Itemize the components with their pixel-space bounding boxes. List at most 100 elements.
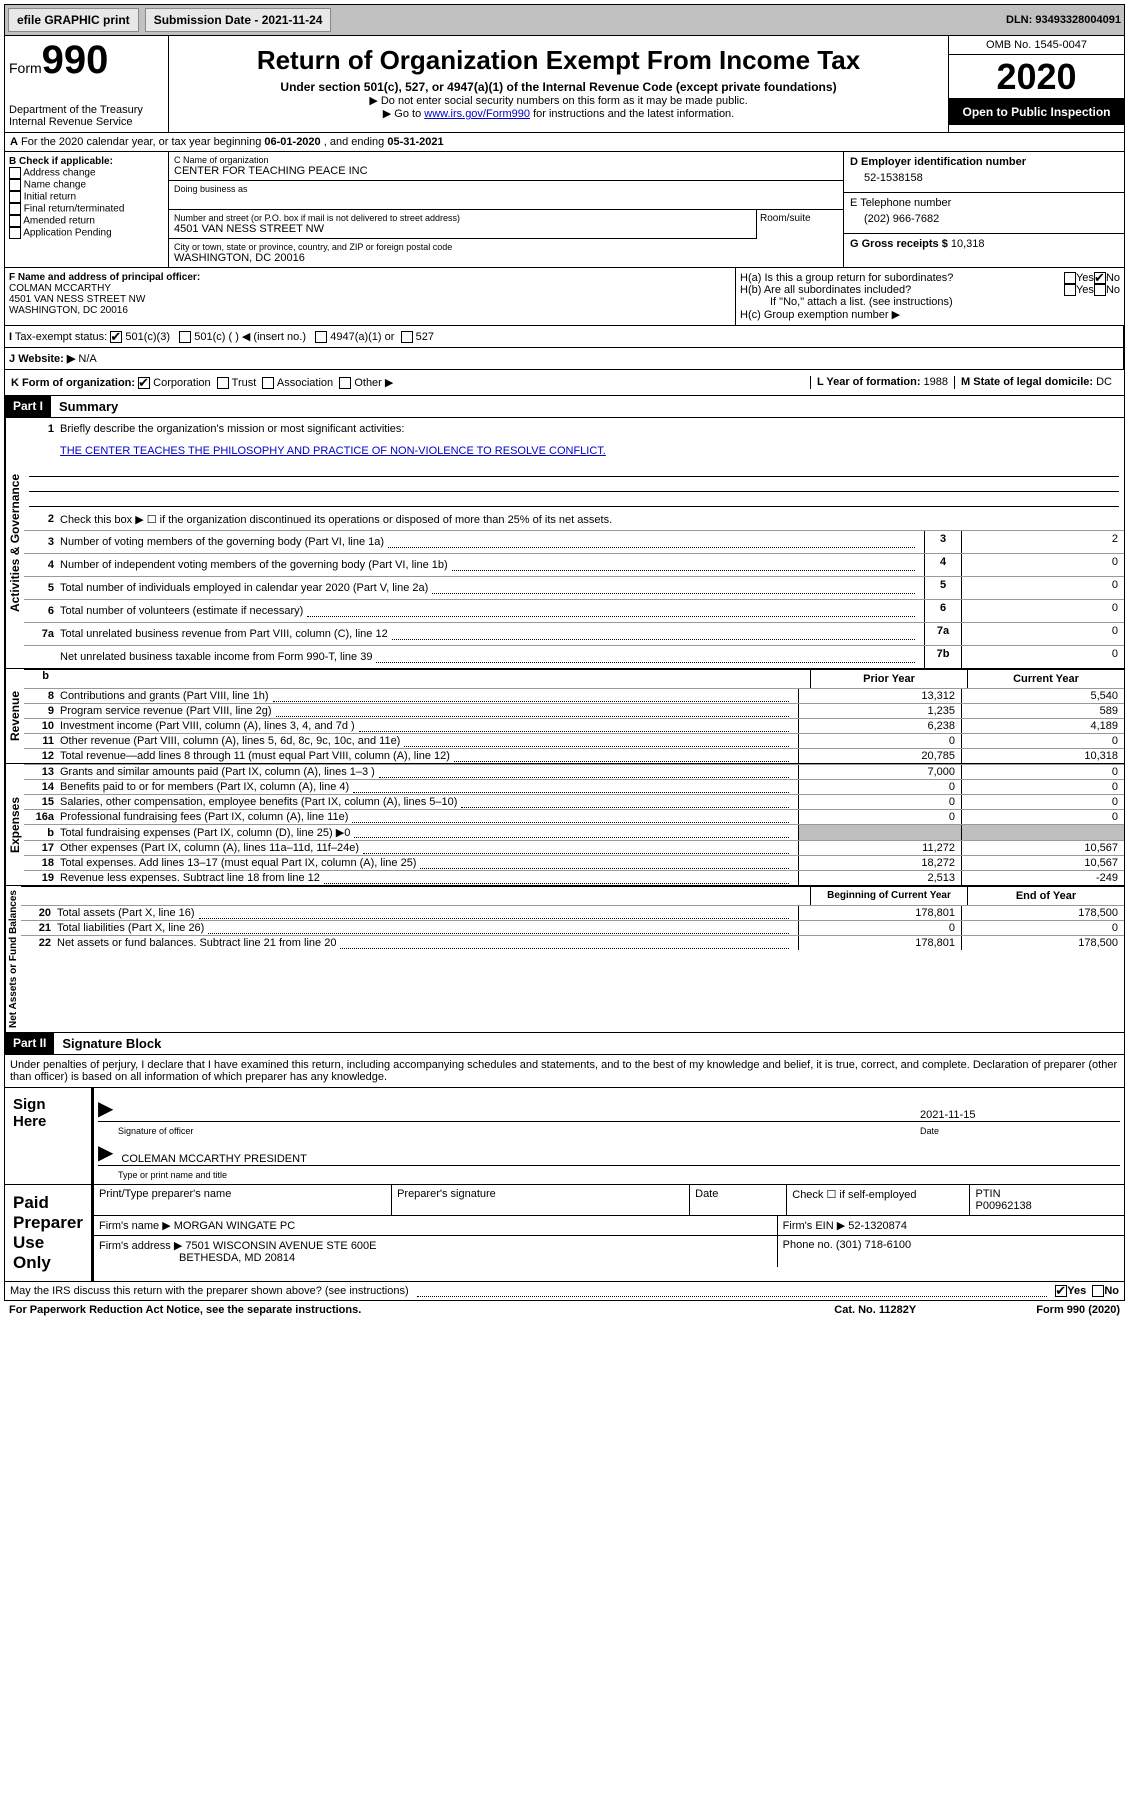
form-label: Form <box>9 60 42 76</box>
chk-corp[interactable] <box>138 377 150 389</box>
footer-row: For Paperwork Reduction Act Notice, see … <box>4 1301 1125 1319</box>
part-i-title: Summary <box>51 396 1124 417</box>
h-note: If "No," attach a list. (see instruction… <box>740 296 1120 308</box>
chk-assoc[interactable] <box>262 377 274 389</box>
city-label: City or town, state or province, country… <box>174 242 838 252</box>
f-label: F Name and address of principal officer: <box>9 272 200 283</box>
form-footer: Form 990 (2020) <box>1036 1304 1120 1316</box>
public-inspection: Open to Public Inspection <box>949 99 1124 125</box>
ha-label: H(a) Is this a group return for subordin… <box>740 272 1064 284</box>
name-title-label: Type or print name and title <box>98 1170 1120 1180</box>
side-label-gov: Activities & Governance <box>5 418 24 668</box>
side-label-exp: Expenses <box>5 764 24 885</box>
firm-addr2: BETHESDA, MD 20814 <box>99 1252 295 1264</box>
room-suite-label: Room/suite <box>757 210 843 239</box>
cat-no: Cat. No. 11282Y <box>834 1304 916 1316</box>
dba-label: Doing business as <box>174 184 838 194</box>
section-i-j: I Tax-exempt status: 501(c)(3) 501(c) ( … <box>4 326 1125 348</box>
hb-no[interactable] <box>1094 284 1106 296</box>
prior-year-hdr: Prior Year <box>810 670 967 688</box>
form-number: 990 <box>42 38 109 82</box>
ha-yes[interactable] <box>1064 272 1076 284</box>
ein-value: 52-1538158 <box>850 168 1118 188</box>
part-i-label: Part I <box>5 396 51 417</box>
prep-sig-label: Preparer's signature <box>392 1185 690 1215</box>
ptin-label: PTIN <box>975 1188 1000 1200</box>
tax-year: 2020 <box>949 55 1124 99</box>
firm-name: MORGAN WINGATE PC <box>174 1220 295 1232</box>
gross-label: G Gross receipts $ <box>850 238 951 250</box>
hc-label: H(c) Group exemption number ▶ <box>740 308 1120 321</box>
m-value: DC <box>1096 376 1112 388</box>
m-label: M State of legal domicile: <box>961 376 1096 388</box>
declaration-text: Under penalties of perjury, I declare th… <box>4 1055 1125 1088</box>
officer-addr1: 4501 VAN NESS STREET NW <box>9 294 145 305</box>
l-value: 1988 <box>924 376 948 388</box>
checkbox-final[interactable] <box>9 203 21 215</box>
checkbox-pending[interactable] <box>9 227 21 239</box>
gross-value: 10,318 <box>951 238 985 250</box>
sign-date: 2021-11-15 <box>920 1109 1120 1121</box>
form-subtitle: Under section 501(c), 527, or 4947(a)(1)… <box>174 80 943 94</box>
firm-name-label: Firm's name ▶ <box>99 1220 171 1232</box>
pra-notice: For Paperwork Reduction Act Notice, see … <box>9 1304 361 1316</box>
current-year-hdr: Current Year <box>967 670 1124 688</box>
org-name-label: C Name of organization <box>174 155 838 165</box>
form-title: Return of Organization Exempt From Incom… <box>174 45 943 76</box>
topbar: efile GRAPHIC print Submission Date - 20… <box>4 4 1125 36</box>
net-assets-block: Net Assets or Fund Balances Beginning of… <box>4 886 1125 1033</box>
chk-501c3[interactable] <box>110 331 122 343</box>
discuss-yes[interactable] <box>1055 1285 1067 1297</box>
i-label: Tax-exempt status: <box>15 331 107 343</box>
chk-4947[interactable] <box>315 331 327 343</box>
chk-527[interactable] <box>401 331 413 343</box>
irs-link[interactable]: www.irs.gov/Form990 <box>424 108 530 120</box>
paid-preparer-label: Paid Preparer Use Only <box>5 1185 94 1281</box>
revenue-block: Revenue bPrior YearCurrent Year 8Contrib… <box>4 669 1125 764</box>
ha-no[interactable] <box>1094 272 1106 284</box>
chk-trust[interactable] <box>217 377 229 389</box>
q1-text: Briefly describe the organization's miss… <box>60 423 1119 435</box>
activities-governance-block: Activities & Governance 1Briefly describ… <box>4 418 1125 669</box>
firm-ein-label: Firm's EIN ▶ <box>783 1220 846 1232</box>
submission-date: Submission Date - 2021-11-24 <box>145 8 332 32</box>
omb-number: OMB No. 1545-0047 <box>949 36 1124 55</box>
firm-addr1: 7501 WISCONSIN AVENUE STE 600E <box>185 1240 376 1252</box>
part-ii-header: Part II Signature Block <box>4 1033 1125 1055</box>
officer-addr2: WASHINGTON, DC 20016 <box>9 305 128 316</box>
l-label: L Year of formation: <box>817 376 924 388</box>
tel-label: E Telephone number <box>850 197 951 209</box>
checkbox-amended[interactable] <box>9 215 21 227</box>
org-name: CENTER FOR TEACHING PEACE INC <box>174 165 838 177</box>
j-label: Website: ▶ <box>18 353 75 365</box>
instruction-2: ▶ Go to www.irs.gov/Form990 for instruct… <box>174 107 943 120</box>
dept-label: Department of the Treasury Internal Reve… <box>9 104 164 128</box>
row-a-tax-year: A For the 2020 calendar year, or tax yea… <box>4 133 1125 152</box>
section-k: K Form of organization: Corporation Trus… <box>4 370 1125 396</box>
side-label-net: Net Assets or Fund Balances <box>5 886 21 1032</box>
chk-other[interactable] <box>339 377 351 389</box>
discuss-no[interactable] <box>1092 1285 1104 1297</box>
sign-here-label: Sign Here <box>5 1088 94 1184</box>
form-header: Form990 Department of the Treasury Inter… <box>4 36 1125 133</box>
part-i-header: Part I Summary <box>4 396 1125 418</box>
firm-addr-label: Firm's address ▶ <box>99 1240 182 1252</box>
hb-yes[interactable] <box>1064 284 1076 296</box>
hb-label: H(b) Are all subordinates included? <box>740 284 1064 296</box>
irs-discuss-row: May the IRS discuss this return with the… <box>4 1282 1125 1301</box>
section-f-h: F Name and address of principal officer:… <box>4 268 1125 326</box>
addr-value: 4501 VAN NESS STREET NW <box>174 223 751 235</box>
checkbox-initial[interactable] <box>9 191 21 203</box>
checkbox-address[interactable] <box>9 167 21 179</box>
self-employed-check[interactable]: Check ☐ if self-employed <box>787 1185 970 1215</box>
efile-button[interactable]: efile GRAPHIC print <box>8 8 139 32</box>
section-b-checkboxes: B Check if applicable: Address change Na… <box>5 152 169 267</box>
bcy-hdr: Beginning of Current Year <box>810 887 967 905</box>
chk-501c[interactable] <box>179 331 191 343</box>
officer-name: COLMAN MCCARTHY <box>9 283 111 294</box>
sign-here-block: Sign Here ▶2021-11-15 Signature of offic… <box>4 1088 1125 1185</box>
checkbox-name[interactable] <box>9 179 21 191</box>
ein-label: D Employer identification number <box>850 156 1026 168</box>
instruction-1: ▶ Do not enter social security numbers o… <box>174 94 943 107</box>
website-value: N/A <box>78 353 96 365</box>
